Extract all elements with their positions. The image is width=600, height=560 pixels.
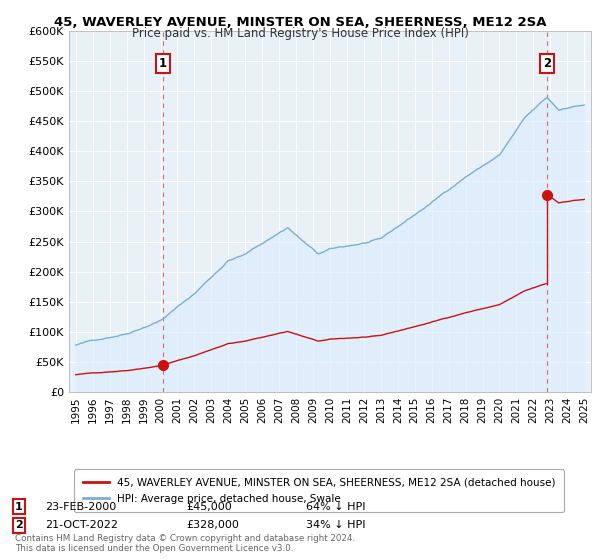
Text: £45,000: £45,000 [186,502,232,512]
Text: 1: 1 [15,502,23,512]
Legend: 45, WAVERLEY AVENUE, MINSTER ON SEA, SHEERNESS, ME12 2SA (detached house), HPI: : 45, WAVERLEY AVENUE, MINSTER ON SEA, SHE… [74,469,564,512]
Text: 2: 2 [543,58,551,71]
Text: £328,000: £328,000 [186,520,239,530]
Text: 2: 2 [15,520,23,530]
Text: 21-OCT-2022: 21-OCT-2022 [45,520,118,530]
Text: Contains HM Land Registry data © Crown copyright and database right 2024.
This d: Contains HM Land Registry data © Crown c… [15,534,355,553]
Text: 45, WAVERLEY AVENUE, MINSTER ON SEA, SHEERNESS, ME12 2SA: 45, WAVERLEY AVENUE, MINSTER ON SEA, SHE… [54,16,546,29]
Text: Price paid vs. HM Land Registry's House Price Index (HPI): Price paid vs. HM Land Registry's House … [131,27,469,40]
Text: 23-FEB-2000: 23-FEB-2000 [45,502,116,512]
Text: 1: 1 [159,58,167,71]
Text: 34% ↓ HPI: 34% ↓ HPI [306,520,365,530]
Text: 64% ↓ HPI: 64% ↓ HPI [306,502,365,512]
